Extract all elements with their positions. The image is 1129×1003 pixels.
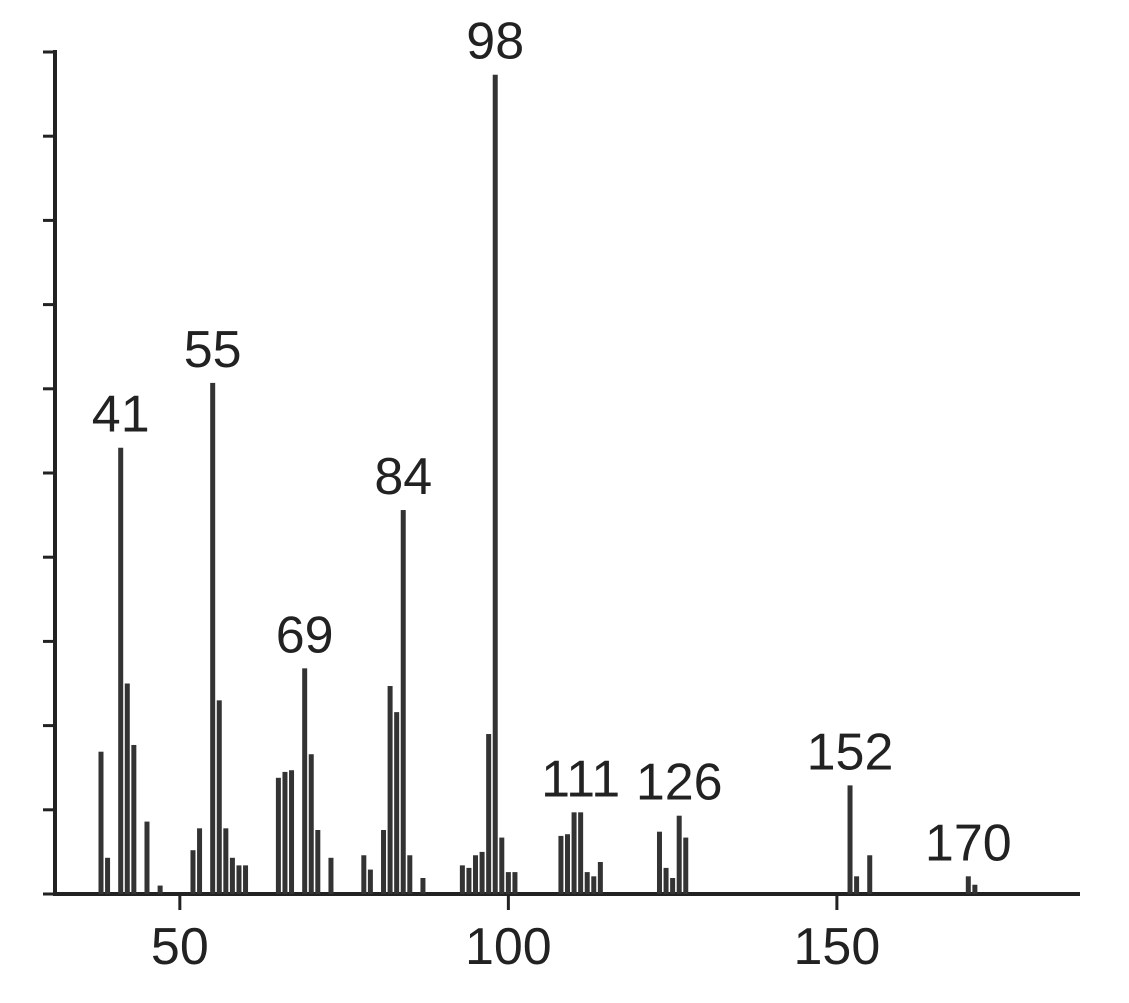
peak-label: 126 bbox=[636, 754, 723, 812]
peak bbox=[394, 712, 400, 894]
peak bbox=[683, 837, 689, 894]
peak bbox=[591, 876, 597, 894]
peak-label: 69 bbox=[276, 606, 334, 664]
peak bbox=[420, 878, 426, 894]
peak bbox=[197, 828, 203, 894]
peak bbox=[223, 828, 229, 894]
peak bbox=[229, 857, 235, 894]
peak bbox=[236, 865, 242, 894]
peak bbox=[105, 857, 111, 894]
peak bbox=[505, 872, 511, 894]
peak bbox=[499, 837, 505, 894]
peak bbox=[670, 878, 676, 894]
peak bbox=[282, 771, 288, 894]
peak bbox=[558, 835, 564, 894]
peak-label: 111 bbox=[541, 750, 620, 808]
peak bbox=[512, 872, 518, 894]
peak bbox=[407, 855, 413, 894]
peak bbox=[275, 777, 281, 894]
peak bbox=[867, 855, 873, 894]
peak bbox=[584, 872, 590, 894]
peak bbox=[473, 855, 479, 894]
peak bbox=[243, 865, 249, 894]
peak bbox=[328, 857, 334, 894]
peak bbox=[400, 510, 406, 894]
peak bbox=[381, 830, 387, 894]
peak bbox=[144, 821, 150, 894]
peak bbox=[98, 751, 104, 894]
peak bbox=[972, 884, 978, 894]
peak bbox=[302, 668, 308, 894]
peak bbox=[597, 862, 603, 894]
x-tick-label: 50 bbox=[151, 918, 209, 976]
x-tick-label: 150 bbox=[794, 918, 881, 976]
peak-label: 170 bbox=[925, 814, 1012, 872]
peak bbox=[854, 876, 860, 894]
peak-label: 98 bbox=[466, 13, 524, 71]
peak bbox=[479, 851, 485, 894]
peak bbox=[315, 830, 321, 894]
peak-label: 41 bbox=[92, 386, 150, 444]
peak bbox=[656, 831, 662, 894]
peak bbox=[965, 876, 971, 894]
peak bbox=[492, 74, 498, 894]
peak bbox=[210, 382, 216, 894]
peak bbox=[361, 855, 367, 894]
peak bbox=[466, 867, 472, 894]
peak-label: 152 bbox=[807, 723, 894, 781]
peak bbox=[663, 867, 669, 894]
peak bbox=[216, 700, 222, 894]
peak-label: 55 bbox=[184, 321, 242, 379]
peak bbox=[676, 815, 682, 894]
peak bbox=[308, 754, 314, 894]
peak bbox=[289, 770, 295, 894]
peak bbox=[131, 744, 137, 894]
peak bbox=[124, 683, 130, 894]
peak bbox=[578, 812, 584, 894]
peak bbox=[486, 734, 492, 894]
peak bbox=[387, 686, 393, 894]
peak bbox=[459, 865, 465, 894]
x-tick-label: 100 bbox=[465, 918, 552, 976]
peak bbox=[190, 850, 196, 894]
peak-label: 84 bbox=[374, 448, 432, 506]
peak bbox=[367, 869, 373, 894]
peak bbox=[847, 785, 853, 894]
peak bbox=[118, 447, 124, 894]
peak bbox=[157, 885, 163, 894]
peak bbox=[565, 834, 570, 894]
peak bbox=[571, 812, 577, 894]
